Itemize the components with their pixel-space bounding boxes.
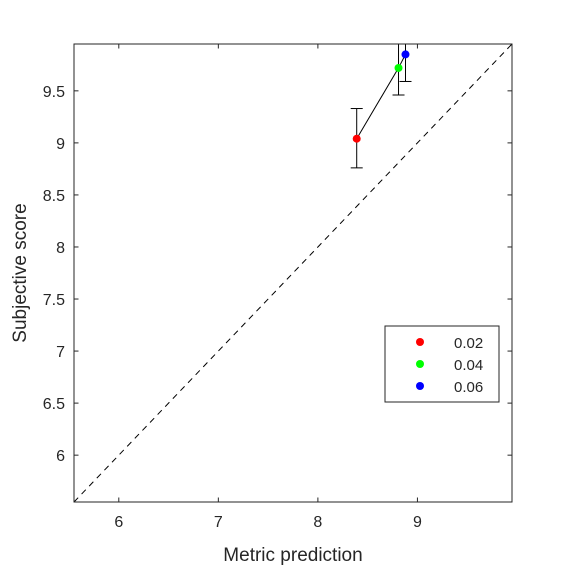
legend-label-0.02: 0.02 <box>454 335 483 352</box>
legend-label-0.04: 0.04 <box>454 357 483 374</box>
y-tick-label: 9.5 <box>43 84 65 101</box>
data-point-0.04 <box>394 63 403 72</box>
data-point-0.02 <box>352 134 361 143</box>
y-tick-label: 6.5 <box>43 396 65 413</box>
legend: 0.02 0.04 0.06 <box>384 325 500 403</box>
y-tick-label: 8.5 <box>43 188 65 205</box>
x-tick-label: 7 <box>214 514 223 531</box>
y-tick-label: 7.5 <box>43 292 65 309</box>
x-axis-label: Metric prediction <box>223 545 362 566</box>
axes-box <box>73 43 513 503</box>
x-tick-label: 9 <box>413 514 422 531</box>
y-tick-label: 8 <box>56 240 65 257</box>
x-tick-label: 6 <box>114 514 123 531</box>
y-axis-label: Subjective score <box>10 203 31 342</box>
y-tick-label: 7 <box>56 344 65 361</box>
y-tick-label: 9 <box>56 136 65 153</box>
legend-label-0.06: 0.06 <box>454 379 483 396</box>
data-point-0.06 <box>401 50 410 59</box>
legend-box <box>384 325 500 403</box>
legend-marker-0.04 <box>416 360 424 368</box>
y-tick-label: 6 <box>56 448 65 465</box>
identity-line <box>74 44 512 502</box>
legend-marker-0.06 <box>416 382 424 390</box>
legend-marker-0.02 <box>416 338 424 346</box>
x-tick-label: 8 <box>313 514 322 531</box>
